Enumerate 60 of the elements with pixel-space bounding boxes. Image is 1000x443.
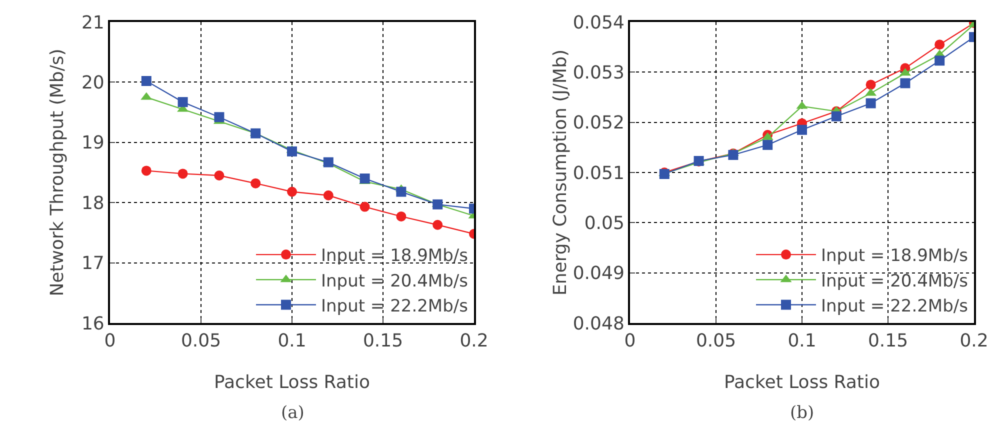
x-tick-label: 0.2 [960, 330, 988, 352]
y-tick-label: 18 [81, 192, 104, 214]
legend-label: Input = 20.4Mb/s [821, 271, 968, 292]
point [360, 174, 370, 184]
x-axis-title: Packet Loss Ratio [724, 372, 880, 393]
x-tick-label: 0.15 [868, 330, 908, 352]
legend-label: Input = 18.9Mb/s [821, 246, 968, 266]
x-tick-label: 0.15 [362, 330, 404, 352]
y-tick-label: 0.048 [572, 313, 624, 334]
legend-label: Input = 22.2Mb/s [821, 296, 968, 316]
point [866, 80, 876, 90]
x-tick-label: 0.1 [278, 330, 306, 352]
point [762, 140, 773, 150]
point [934, 40, 945, 50]
point [287, 146, 297, 156]
point [141, 166, 152, 176]
point [323, 190, 334, 200]
point [178, 168, 188, 179]
point [250, 178, 261, 188]
point [214, 112, 224, 122]
y-tick-label: 0.054 [572, 12, 624, 34]
legend-label: Input = 20.4Mb/s [321, 271, 468, 292]
point [900, 78, 910, 88]
y-tick-label: 0.052 [572, 112, 624, 134]
y-tick-label: 19 [81, 132, 104, 154]
point [934, 56, 945, 66]
point [432, 220, 443, 230]
y-tick-label: 17 [81, 253, 104, 274]
x-tick-label: 0.05 [696, 330, 736, 352]
legend-label: Input = 22.2Mb/s [321, 296, 468, 316]
point [396, 186, 406, 197]
x-tick-label: 0.2 [460, 330, 488, 352]
legend-label: Input = 18.9Mb/s [321, 246, 468, 266]
text: (b) [790, 403, 814, 423]
point [360, 202, 370, 212]
point [432, 199, 443, 210]
x-tick-label: 0 [104, 330, 116, 352]
x-tick-label: 0.1 [788, 330, 816, 352]
y-tick-label: 0.05 [584, 212, 624, 234]
point [214, 170, 224, 181]
point [178, 97, 188, 108]
x-tick-label: 0.05 [180, 330, 222, 352]
point [797, 124, 807, 135]
point [831, 111, 842, 122]
y-axis-title: Energy Consumption (J/Mb) [550, 49, 571, 296]
y-tick-label: 16 [81, 313, 104, 334]
y-tick-label: 20 [81, 72, 104, 94]
point [250, 128, 261, 138]
y-tick-label: 0.051 [572, 162, 624, 184]
y-tick-label: 0.053 [572, 62, 624, 84]
point [396, 211, 406, 222]
x-axis-title: Packet Loss Ratio [214, 372, 370, 393]
x-tick-label: 0 [624, 330, 636, 352]
point [141, 76, 152, 86]
point [287, 186, 297, 197]
y-axis-title: Network Throughput (Mb/s) [47, 48, 68, 296]
y-tick-label: 0.049 [572, 263, 624, 284]
text: (a) [281, 403, 304, 423]
y-tick-label: 21 [81, 12, 104, 34]
point [866, 98, 876, 108]
